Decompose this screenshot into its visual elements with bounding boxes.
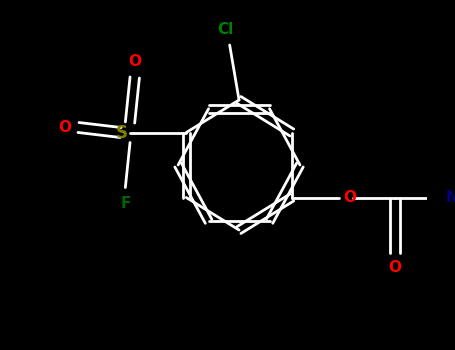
- Text: O: O: [344, 190, 356, 205]
- Text: O: O: [389, 260, 401, 275]
- Text: O: O: [58, 120, 71, 135]
- Text: F: F: [120, 196, 131, 210]
- Text: Cl: Cl: [217, 22, 233, 37]
- Text: N: N: [445, 190, 455, 205]
- Text: O: O: [128, 55, 141, 70]
- Text: S: S: [116, 124, 128, 141]
